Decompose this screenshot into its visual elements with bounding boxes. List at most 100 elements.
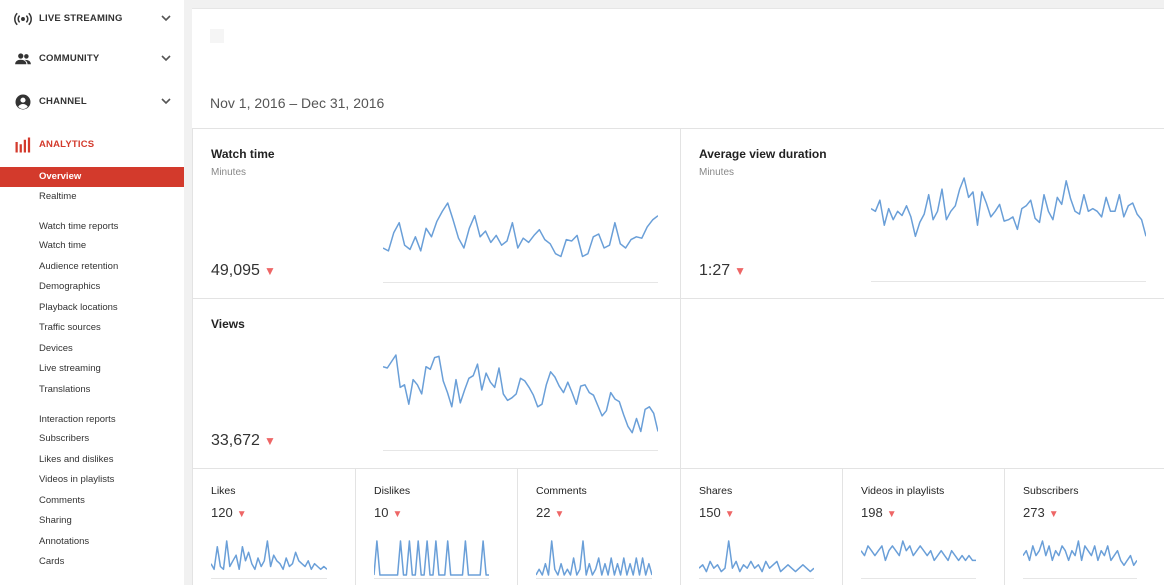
sidebar-item-label: Overview bbox=[39, 171, 82, 182]
sidebar-item-traffic-sources[interactable]: Traffic sources bbox=[0, 318, 184, 338]
series-line bbox=[383, 202, 658, 258]
series-line bbox=[871, 177, 1146, 238]
sidebar-section-analytics[interactable]: ANALYTICS bbox=[0, 126, 184, 166]
card-value: 198 ▼ bbox=[861, 505, 897, 520]
sidebar-item-overview[interactable]: Overview bbox=[0, 167, 184, 187]
subscribers-chart bbox=[1023, 540, 1137, 579]
card-value: 33,672 ▼ bbox=[211, 432, 276, 450]
videos-in-playlists-card[interactable]: Videos in playlists 198 ▼ bbox=[842, 468, 1004, 585]
card-value: 120 ▼ bbox=[211, 505, 247, 520]
series-line bbox=[699, 540, 814, 573]
card-title: Shares bbox=[699, 485, 733, 497]
value-text: 33,672 bbox=[211, 432, 260, 449]
value-text: 1:27 bbox=[699, 262, 731, 279]
trend-down-icon: ▼ bbox=[886, 509, 897, 520]
chevron-down-icon bbox=[161, 15, 171, 22]
value-text: 120 bbox=[211, 505, 233, 520]
sidebar-item-audience-retention[interactable]: Audience retention bbox=[0, 257, 184, 277]
date-range-card: Nov 1, 2016 – Dec 31, 2016 bbox=[192, 8, 1164, 136]
sidebar-section-label: COMMUNITY bbox=[39, 53, 100, 64]
card-title: Dislikes bbox=[374, 485, 411, 497]
sidebar-item-playback-locations[interactable]: Playback locations bbox=[0, 298, 184, 318]
card-value: 150 ▼ bbox=[699, 505, 735, 520]
sidebar-item-label: Comments bbox=[39, 495, 85, 506]
series-line bbox=[1023, 540, 1137, 567]
sidebar-item-label: Realtime bbox=[39, 191, 77, 202]
watch-time-card[interactable]: Watch time Minutes 49,095 ▼ bbox=[192, 128, 680, 298]
value-text: 198 bbox=[861, 505, 883, 520]
sidebar-section-live-streaming[interactable]: LIVE STREAMING bbox=[0, 0, 184, 40]
empty-card bbox=[680, 298, 1164, 468]
placeholder-thumbnail bbox=[210, 29, 224, 43]
channel-icon bbox=[15, 94, 31, 110]
views-card[interactable]: Views 33,672 ▼ bbox=[192, 298, 680, 468]
sidebar-item-cards[interactable]: Cards bbox=[0, 552, 184, 572]
card-value: 1:27 ▼ bbox=[699, 262, 746, 280]
likes-chart bbox=[211, 540, 327, 579]
shares-card[interactable]: Shares 150 ▼ bbox=[680, 468, 842, 585]
card-unit: Minutes bbox=[699, 167, 735, 178]
analytics-icon bbox=[15, 137, 31, 153]
trend-down-icon: ▼ bbox=[236, 509, 247, 520]
sidebar-section-label: CHANNEL bbox=[39, 96, 87, 107]
series-line bbox=[211, 540, 327, 571]
sidebar-item-subscribers[interactable]: Subscribers bbox=[0, 429, 184, 449]
sidebar-item-devices[interactable]: Devices bbox=[0, 339, 184, 359]
trend-down-icon: ▼ bbox=[724, 509, 735, 520]
card-title: Likes bbox=[211, 485, 236, 497]
sidebar-item-label: Watch time bbox=[39, 240, 87, 251]
average-view-duration-chart bbox=[871, 177, 1146, 282]
trend-down-icon: ▼ bbox=[1048, 509, 1059, 520]
trend-down-icon: ▼ bbox=[263, 264, 276, 278]
sidebar-item-label: Annotations bbox=[39, 536, 90, 547]
card-title: Subscribers bbox=[1023, 485, 1079, 497]
chevron-down-icon bbox=[161, 55, 171, 62]
trend-down-icon: ▼ bbox=[554, 509, 565, 520]
sidebar-section-channel[interactable]: CHANNEL bbox=[0, 83, 184, 123]
watch-time-chart bbox=[383, 202, 658, 283]
trend-down-icon: ▼ bbox=[263, 434, 276, 448]
date-range[interactable]: Nov 1, 2016 – Dec 31, 2016 bbox=[210, 95, 385, 111]
sidebar-item-live-streaming[interactable]: Live streaming bbox=[0, 359, 184, 379]
value-text: 22 bbox=[536, 505, 551, 520]
sidebar-item-label: Audience retention bbox=[39, 261, 119, 272]
sidebar-item-realtime[interactable]: Realtime bbox=[0, 187, 184, 207]
likes-card[interactable]: Likes 120 ▼ bbox=[192, 468, 355, 585]
card-title: Views bbox=[211, 317, 245, 331]
live-icon bbox=[14, 12, 32, 26]
card-value: 10 ▼ bbox=[374, 505, 402, 520]
sidebar-item-watch-time[interactable]: Watch time bbox=[0, 236, 184, 256]
dislikes-chart bbox=[374, 540, 489, 579]
value-text: 273 bbox=[1023, 505, 1045, 520]
average-view-duration-card[interactable]: Average view duration Minutes 1:27 ▼ bbox=[680, 128, 1164, 298]
videos-in-playlists-chart bbox=[861, 540, 976, 579]
sidebar-item-label: Sharing bbox=[39, 515, 72, 526]
sidebar-item-videos-in-playlists[interactable]: Videos in playlists bbox=[0, 470, 184, 490]
sidebar-item-label: Cards bbox=[39, 556, 65, 567]
series-line bbox=[536, 540, 652, 576]
value-text: 10 bbox=[374, 505, 389, 520]
sidebar-section-label: LIVE STREAMING bbox=[39, 13, 123, 24]
comments-card[interactable]: Comments 22 ▼ bbox=[517, 468, 680, 585]
sidebar-section-community[interactable]: COMMUNITY bbox=[0, 40, 184, 80]
sidebar-item-label: Subscribers bbox=[39, 433, 90, 444]
sidebar-item-demographics[interactable]: Demographics bbox=[0, 277, 184, 297]
sidebar: LIVE STREAMING COMMUNITY CHANNEL ANALYTI… bbox=[0, 0, 184, 585]
sidebar-item-label: Devices bbox=[39, 343, 73, 354]
sidebar-item-label: Translations bbox=[39, 384, 91, 395]
card-title: Videos in playlists bbox=[861, 485, 945, 497]
card-title: Average view duration bbox=[699, 147, 827, 161]
card-value: 49,095 ▼ bbox=[211, 262, 276, 280]
sidebar-item-translations[interactable]: Translations bbox=[0, 380, 184, 400]
sidebar-item-sharing[interactable]: Sharing bbox=[0, 511, 184, 531]
sidebar-item-comments[interactable]: Comments bbox=[0, 491, 184, 511]
card-value: 22 ▼ bbox=[536, 505, 564, 520]
sidebar-item-likes-and-dislikes[interactable]: Likes and dislikes bbox=[0, 450, 184, 470]
sidebar-item-label: Live streaming bbox=[39, 363, 101, 374]
sidebar-item-annotations[interactable]: Annotations bbox=[0, 532, 184, 552]
card-unit: Minutes bbox=[211, 167, 247, 178]
subscribers-card[interactable]: Subscribers 273 ▼ bbox=[1004, 468, 1164, 585]
trend-down-icon: ▼ bbox=[734, 264, 747, 278]
dislikes-card[interactable]: Dislikes 10 ▼ bbox=[355, 468, 517, 585]
sidebar-section-label: ANALYTICS bbox=[39, 139, 95, 150]
